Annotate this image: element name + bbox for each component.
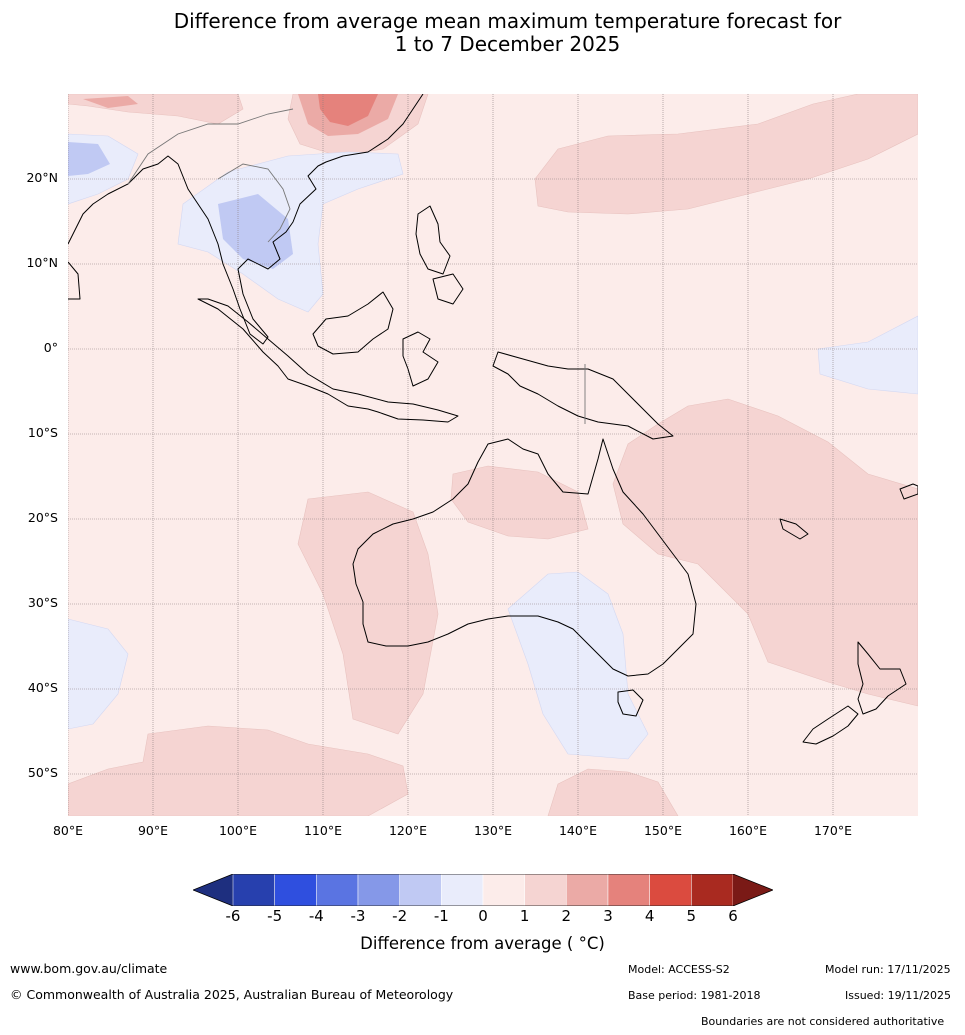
colorbar-label: Difference from average ( °C) xyxy=(360,934,605,953)
copyright-text: © Commonwealth of Australia 2025, Austra… xyxy=(10,987,454,1002)
colorbar-tick-label: -5 xyxy=(267,907,283,925)
coast-new-zealand-south xyxy=(802,705,859,745)
coast-sri-lanka-india-tip xyxy=(68,261,81,300)
cool-region-indian-ocean xyxy=(68,618,129,730)
colorbar-segments xyxy=(232,874,734,906)
lat-label-20n: 20°N xyxy=(26,170,58,185)
coast-asia-mainland xyxy=(68,94,424,345)
colorbar-tick-label: -3 xyxy=(350,907,366,925)
colorbar-segment xyxy=(399,874,442,906)
boundaries-disclaimer: Boundaries are not considered authoritat… xyxy=(701,1015,945,1028)
warm-core-china-3to4 xyxy=(318,94,378,126)
warm-region-west-australia xyxy=(297,491,439,735)
lon-label-100e: 100°E xyxy=(218,823,257,838)
colorbar-segment xyxy=(357,874,400,906)
lon-label-140e: 140°E xyxy=(558,823,597,838)
colorbar-segment xyxy=(649,874,692,906)
colorbar-tick-label: -1 xyxy=(433,907,449,925)
cool-anomaly-regions xyxy=(68,133,918,760)
colorbar-tick-label: 0 xyxy=(478,907,488,925)
colorbar-segment xyxy=(691,874,734,906)
lat-label-50s: 50°S xyxy=(27,765,58,780)
colorbar-segment xyxy=(566,874,609,906)
map-title-line2: 1 to 7 December 2025 xyxy=(394,32,621,56)
colorbar-tick-label: 5 xyxy=(686,907,697,925)
colorbar-tick-label: 2 xyxy=(561,907,572,925)
lat-label-0: 0° xyxy=(43,340,58,355)
colorbar-segment xyxy=(607,874,650,906)
graticule xyxy=(68,94,918,816)
border-himalaya xyxy=(127,108,294,185)
coast-borneo xyxy=(312,291,394,355)
lon-label-160e: 160°E xyxy=(728,823,767,838)
colorbar-segment xyxy=(441,874,484,906)
colorbar-segment xyxy=(524,874,567,906)
colorbar-tick-label: -2 xyxy=(392,907,408,925)
coast-philippines-luzon xyxy=(415,205,451,275)
model-name: Model: ACCESS-S2 xyxy=(628,963,730,976)
colorbar-segment xyxy=(316,874,359,906)
lat-label-40s: 40°S xyxy=(27,680,58,695)
cool-core-india xyxy=(68,142,110,176)
cool-region-southeast-australia xyxy=(507,571,649,760)
colorbar-segment xyxy=(482,874,525,906)
lon-label-170e: 170°E xyxy=(813,823,852,838)
cool-region-pacific-islands xyxy=(817,315,918,395)
warm-region-southern-ocean-east xyxy=(547,768,679,816)
map-title-line1: Difference from average mean maximum tem… xyxy=(173,9,842,33)
colorbar-tick-label: 6 xyxy=(728,907,738,925)
lon-label-80e: 80°E xyxy=(52,823,84,838)
model-run-date: Model run: 17/11/2025 xyxy=(825,963,951,976)
colorbar xyxy=(193,874,773,906)
warm-core-north-india xyxy=(83,96,138,108)
lon-label-90e: 90°E xyxy=(137,823,169,838)
colorbar-tick-label: 3 xyxy=(603,907,613,925)
border-indochina xyxy=(217,163,291,243)
colorbar-tick-label: 1 xyxy=(519,907,530,925)
colorbar-segment xyxy=(232,874,275,906)
cool-core-indochina xyxy=(218,194,293,269)
base-period: Base period: 1981-2018 xyxy=(628,989,761,1002)
website-link[interactable]: www.bom.gov.au/climate xyxy=(10,961,168,976)
political-borders xyxy=(127,108,586,424)
coast-new-zealand-north xyxy=(857,641,907,715)
coast-new-guinea xyxy=(492,351,674,440)
colorbar-extend-high xyxy=(733,874,773,906)
lon-label-130e: 130°E xyxy=(473,823,512,838)
warm-region-north-australia xyxy=(450,465,589,540)
lon-label-110e: 110°E xyxy=(303,823,342,838)
colorbar-extend-low xyxy=(193,874,233,906)
lat-label-10s: 10°S xyxy=(27,425,58,440)
lat-label-20s: 20°S xyxy=(27,510,58,525)
cool-region-indochina xyxy=(177,151,404,313)
coastlines xyxy=(68,94,918,745)
forecast-map xyxy=(68,94,918,816)
lat-label-10n: 10°N xyxy=(26,255,58,270)
coast-fiji xyxy=(899,483,918,500)
coast-sumatra-java xyxy=(197,298,459,423)
colorbar-tick-label: 4 xyxy=(644,907,655,925)
lon-label-120e: 120°E xyxy=(388,823,427,838)
warm-region-coral-sea-tasman xyxy=(612,398,918,707)
colorbar-tick-label: -4 xyxy=(308,907,324,925)
coast-sulawesi xyxy=(402,331,439,387)
coast-australia xyxy=(352,438,697,677)
coast-tasmania xyxy=(617,689,644,717)
colorbar-segment xyxy=(274,874,317,906)
lat-label-30s: 30°S xyxy=(27,595,58,610)
colorbar-tick-label: -6 xyxy=(225,907,241,925)
issued-date: Issued: 19/11/2025 xyxy=(845,989,952,1002)
lon-label-150e: 150°E xyxy=(643,823,682,838)
coast-philippines-mindanao xyxy=(432,273,464,305)
warm-region-north-pacific xyxy=(534,94,918,215)
coast-new-caledonia xyxy=(779,518,809,540)
